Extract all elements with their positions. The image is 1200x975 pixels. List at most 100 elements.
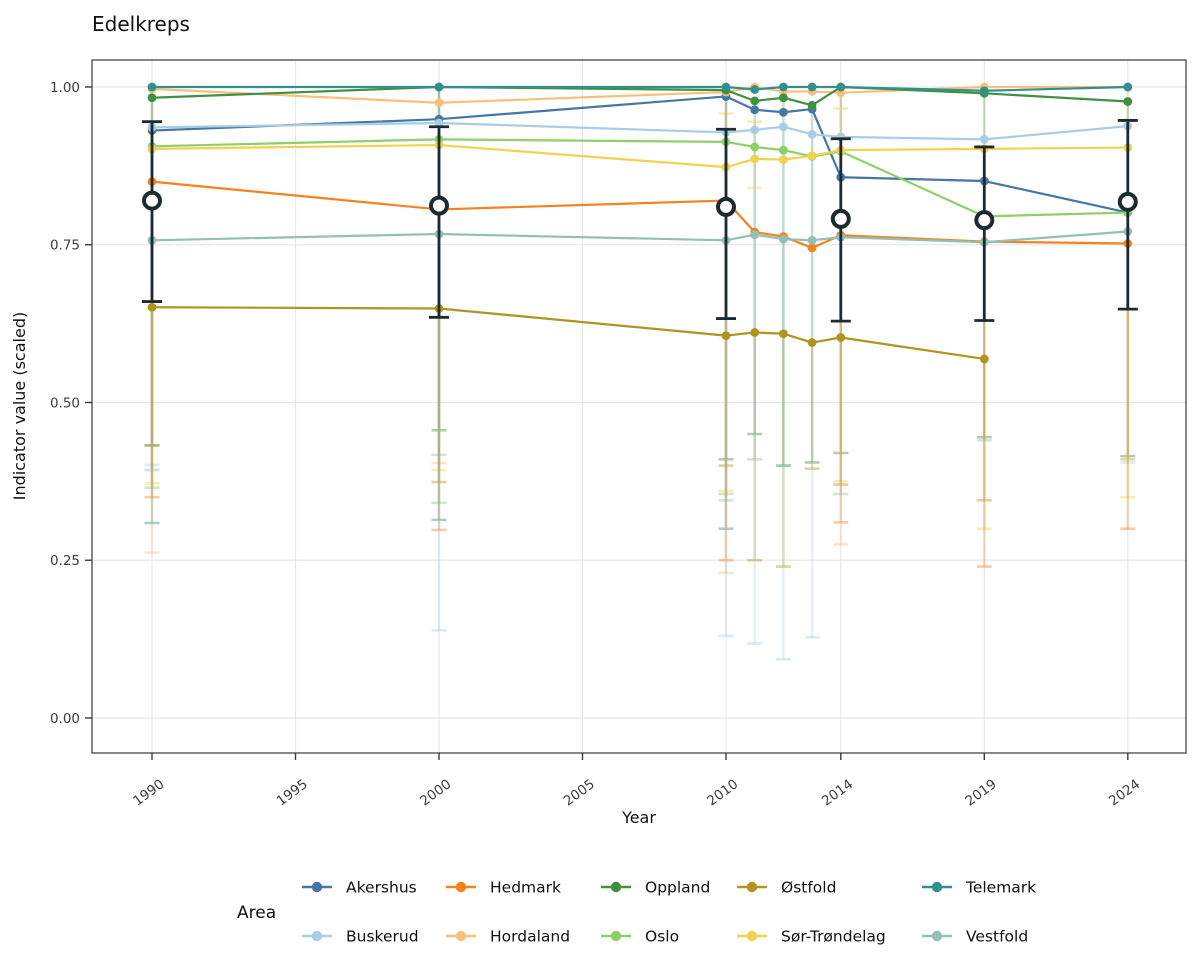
legend-key-point-hordaland <box>455 930 467 942</box>
x-tick-label: 2019 <box>962 776 999 809</box>
panel-border <box>91 59 1187 754</box>
y-tick-label: 0.50 <box>50 395 80 411</box>
series-point-sor_trondelag <box>750 154 760 164</box>
mean-point <box>429 195 449 216</box>
series-point-oslo <box>750 142 760 152</box>
series-point-telemark <box>434 82 444 92</box>
series-point-telemark <box>836 82 846 92</box>
legend-item-ostfold: Østfold <box>737 879 836 897</box>
x-tick-label: 2005 <box>561 776 598 809</box>
series-point-buskerud <box>779 122 788 132</box>
mean-point <box>1117 191 1138 212</box>
legend-label-vestfold: Vestfold <box>966 928 1028 946</box>
y-tick-label: 0.75 <box>50 238 80 254</box>
legend-key-point-telemark <box>931 881 943 893</box>
series-point-buskerud <box>434 118 444 128</box>
series-point-hordaland <box>434 98 444 108</box>
series-point-vestfold <box>807 235 817 245</box>
legend-label-ostfold: Østfold <box>781 879 836 897</box>
series-point-telemark <box>807 82 817 92</box>
legend-key-point-ostfold <box>746 881 758 893</box>
series-point-oslo <box>779 145 788 155</box>
x-tick-label: 2000 <box>417 776 454 809</box>
x-axis-title: Year <box>621 808 656 827</box>
x-tick-label: 1990 <box>130 776 167 809</box>
series-point-ostfold <box>721 331 731 341</box>
series-point-oppland <box>807 100 817 110</box>
legend-key-point-hedmark <box>455 881 467 893</box>
series-point-telemark <box>779 82 788 92</box>
series-point-sor_trondelag <box>779 155 788 164</box>
legend-label-oslo: Oslo <box>645 928 679 946</box>
legend-key-point-oslo <box>610 930 622 942</box>
series-point-akershus <box>750 105 760 115</box>
y-tick-label: 0.00 <box>50 711 80 727</box>
legend-item-vestfold: Vestfold <box>922 928 1028 946</box>
series-point-ostfold <box>750 328 760 337</box>
y-axis-title: Indicator value (scaled) <box>10 312 29 500</box>
series-error-bars <box>144 87 1136 661</box>
series-line-ostfold <box>151 306 985 361</box>
legend: Akershus Hedmark Oppland Østfold Telemark Bus… <box>302 879 1036 946</box>
legend-label-oppland: Oppland <box>645 879 710 897</box>
legend-label-akershus: Akershus <box>346 879 417 897</box>
legend-item-sor_trondelag: Sør-Trøndelag <box>737 928 886 946</box>
legend-item-hedmark: Hedmark <box>446 879 561 897</box>
series-point-telemark <box>979 86 989 96</box>
series-point-sor_trondelag <box>807 151 817 161</box>
legend-item-buskerud: Buskerud <box>302 928 419 946</box>
mean-points-layer <box>142 119 1138 323</box>
legend-key-point-sor_trondelag <box>746 930 758 942</box>
legend-item-oslo: Oslo <box>601 928 679 946</box>
legend-item-telemark: Telemark <box>922 879 1036 897</box>
legend-item-hordaland: Hordaland <box>446 928 570 946</box>
series-point-buskerud <box>807 129 817 139</box>
y-tick-label: 1.00 <box>50 80 80 96</box>
series-point-telemark <box>1123 82 1133 92</box>
x-tick-label: 1995 <box>274 776 311 809</box>
series-point-ostfold <box>979 354 989 364</box>
mean-point <box>830 208 851 229</box>
series-point-oppland <box>1123 97 1133 106</box>
series-point-hedmark <box>807 243 817 253</box>
series-point-vestfold <box>779 234 788 244</box>
series-point-oppland <box>779 93 788 103</box>
series-point-telemark <box>147 82 157 92</box>
series-point-buskerud <box>979 134 989 144</box>
legend-label-hedmark: Hedmark <box>490 879 561 897</box>
legend-key-point-oppland <box>610 881 622 893</box>
series-point-buskerud <box>750 125 760 135</box>
panel-frame <box>91 59 1187 754</box>
mean-point <box>716 196 736 217</box>
legend-key-point-buskerud <box>311 930 323 942</box>
series-point-ostfold <box>836 333 846 342</box>
legend-label-telemark: Telemark <box>965 879 1036 897</box>
legend-key-point-akershus <box>311 881 323 893</box>
series-point-ostfold <box>779 329 788 339</box>
series-point-oppland <box>147 93 157 103</box>
x-tick-label: 2014 <box>819 776 856 809</box>
legend-label-hordaland: Hordaland <box>490 928 570 946</box>
legend-title: Area <box>237 903 276 923</box>
series-point-ostfold <box>807 338 817 347</box>
series-point-akershus <box>779 107 788 117</box>
mean-point <box>142 190 162 211</box>
mean-point <box>974 210 995 231</box>
series-point-telemark <box>721 82 731 92</box>
series-point-oppland <box>750 96 760 106</box>
x-tick-label: 2010 <box>704 776 741 809</box>
legend-item-akershus: Akershus <box>302 879 417 897</box>
legend-key-point-vestfold <box>931 930 943 942</box>
legend-item-oppland: Oppland <box>601 879 710 897</box>
axis-ticks-and-labels: 0.00 0.25 0.50 0.75 1.00 1990 1995 2000 2005 2010… <box>50 80 1143 810</box>
series-point-vestfold <box>750 230 760 240</box>
x-tick-label: 2024 <box>1106 776 1143 809</box>
series-point-ostfold <box>147 302 157 312</box>
legend-label-buskerud: Buskerud <box>346 928 419 946</box>
chart-title: Edelkreps <box>92 12 190 36</box>
series-point-telemark <box>750 85 760 94</box>
y-tick-label: 0.25 <box>50 553 80 569</box>
gridlines <box>92 60 1186 753</box>
